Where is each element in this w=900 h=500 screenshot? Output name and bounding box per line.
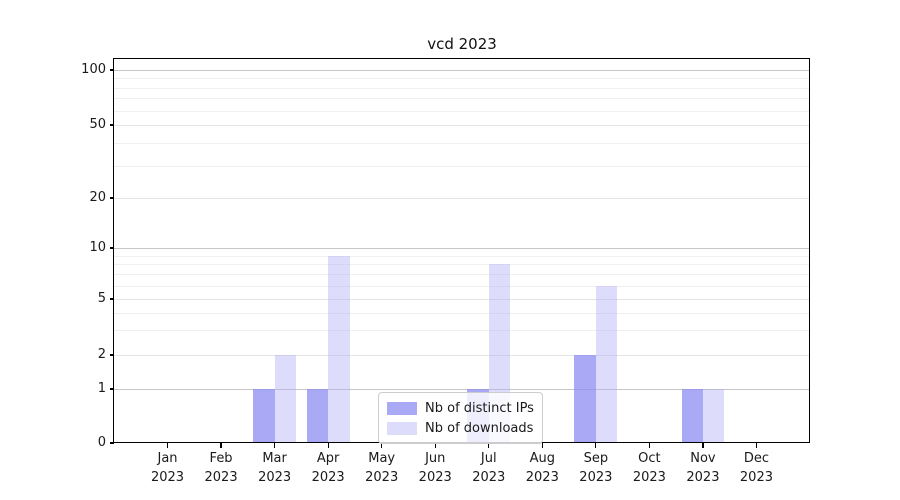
x-tick-label-may: May 2023 [365, 451, 399, 485]
gridline-minor-y-80 [114, 87, 810, 89]
legend-label-distinct-ips: Nb of distinct IPs [425, 400, 534, 416]
x-tick-mark-apr [327, 443, 329, 448]
gridline-y-20 [114, 198, 810, 199]
x-tick-label-apr: Apr 2023 [311, 451, 345, 485]
gridline-y-5 [114, 299, 810, 300]
x-tick-mark-oct [648, 443, 650, 448]
gridline-minor-y-40 [114, 142, 810, 144]
gridline-y-50 [114, 125, 810, 126]
x-tick-label-jan: Jan 2023 [150, 451, 185, 485]
gridline-minor-y-70 [114, 98, 810, 100]
bar-downloads-apr [328, 255, 350, 443]
bar-downloads-mar [274, 355, 297, 443]
y-tick-label-5: 5 [97, 291, 106, 306]
gridline-minor-y-9 [114, 255, 810, 257]
y-tick-mark-10 [109, 247, 114, 249]
gridline-minor-y-6 [114, 285, 810, 287]
y-tick-label-0: 0 [97, 435, 106, 450]
y-tick-label-50: 50 [89, 117, 106, 132]
gridline-minor-y-90 [114, 78, 810, 80]
bar-ips-mar [253, 389, 275, 443]
gridline-minor-y-30 [114, 165, 810, 167]
gridline-minor-y-60 [114, 110, 810, 112]
plot-area [114, 59, 810, 443]
y-tick-mark-2 [109, 354, 114, 356]
x-tick-mark-feb [220, 443, 222, 448]
x-tick-mark-nov [702, 443, 704, 448]
x-tick-mark-sep [595, 443, 597, 448]
chart-title: vcd 2023 [427, 35, 497, 53]
y-tick-mark-1 [109, 388, 114, 390]
gridline-y-100 [114, 70, 810, 71]
legend-item-distinct-ips: Nb of distinct IPs [387, 398, 534, 418]
x-tick-mark-aug [541, 443, 543, 448]
x-tick-mark-dec [755, 443, 758, 448]
gridline-minor-y-3 [114, 330, 810, 332]
bar-downloads-sep [595, 285, 618, 443]
y-tick-label-100: 100 [81, 62, 106, 77]
x-tick-label-sep: Sep 2023 [579, 451, 613, 485]
x-tick-label-jun: Jun 2023 [418, 451, 452, 485]
x-tick-mark-jan [166, 443, 169, 448]
legend-swatch-downloads [387, 421, 417, 435]
y-tick-mark-5 [109, 298, 114, 300]
x-tick-label-aug: Aug 2023 [525, 451, 559, 485]
x-tick-label-mar: Mar 2023 [258, 451, 292, 485]
gridline-minor-y-7 [114, 274, 810, 276]
gridline-y-2 [114, 355, 810, 356]
y-tick-label-20: 20 [89, 190, 106, 205]
x-tick-label-feb: Feb 2023 [204, 451, 238, 485]
gridline-y-10 [114, 248, 810, 249]
bar-ips-sep [574, 355, 596, 443]
bar-ips-nov [681, 389, 703, 443]
gridline-y-1 [114, 389, 810, 390]
y-tick-mark-0 [109, 442, 114, 444]
x-tick-mark-mar [274, 443, 276, 448]
gridline-minor-y-8 [114, 264, 810, 266]
x-tick-mark-jul [488, 443, 490, 448]
y-tick-label-2: 2 [97, 347, 106, 362]
x-tick-mark-may [381, 443, 383, 448]
x-tick-label-oct: Oct 2023 [632, 451, 666, 485]
bar-downloads-nov [702, 389, 725, 443]
y-tick-label-1: 1 [97, 381, 106, 396]
y-tick-mark-50 [109, 124, 114, 126]
legend-item-downloads: Nb of downloads [387, 418, 534, 438]
legend-label-downloads: Nb of downloads [425, 420, 534, 436]
gridline-minor-y-4 [114, 312, 810, 314]
x-tick-label-jul: Jul 2023 [472, 451, 506, 485]
legend-swatch-distinct-ips [387, 401, 417, 415]
y-tick-mark-100 [109, 69, 114, 71]
x-tick-label-dec: Dec 2023 [739, 451, 773, 485]
legend: Nb of distinct IPs Nb of downloads [378, 392, 543, 444]
y-tick-label-10: 10 [89, 240, 106, 255]
bar-ips-apr [306, 389, 329, 443]
x-tick-label-nov: Nov 2023 [686, 451, 720, 485]
y-tick-mark-20 [109, 197, 114, 199]
x-tick-mark-jun [434, 443, 436, 448]
